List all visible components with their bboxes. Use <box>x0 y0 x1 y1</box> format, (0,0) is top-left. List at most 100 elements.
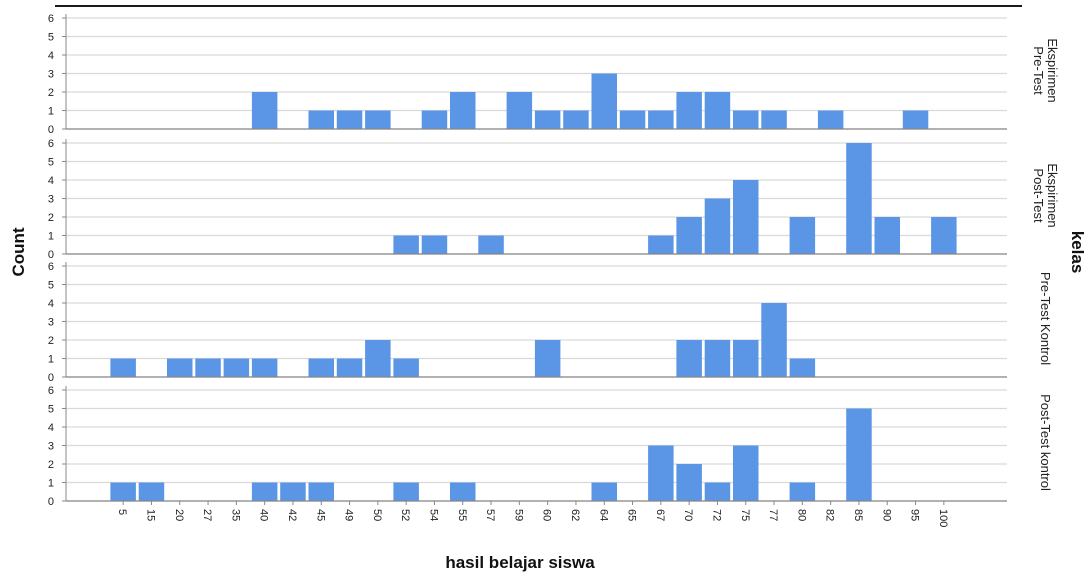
x-axis-ticks: 5 15 20 27 35 40 42 45 49 50 52 54 55 57 59 60 62 64 65 67 7… <box>116 501 949 527</box>
y-tick-label: 2 <box>48 459 54 471</box>
facet-title: kelas <box>1068 231 1087 274</box>
y-tick-label: 2 <box>48 212 54 224</box>
bar <box>534 110 561 129</box>
bar <box>676 217 702 254</box>
bar <box>789 217 816 254</box>
x-tick-label: 5 <box>116 509 128 515</box>
facet-label: Post-Test kontrol <box>1038 394 1053 491</box>
x-axis-title: hasil belajar siswa <box>445 553 595 572</box>
bar <box>365 110 391 129</box>
bar <box>138 482 165 501</box>
y-tick-label: 2 <box>48 87 54 99</box>
bar <box>421 110 448 129</box>
y-tick-label: 3 <box>48 194 54 206</box>
bar <box>931 217 957 254</box>
panel-1: 0 1 2 3 4 5 6 Pre-Test Ekspirimen <box>48 13 1060 136</box>
bar <box>308 482 334 501</box>
y-tick-label: 2 <box>48 335 54 347</box>
bar <box>336 110 363 129</box>
bar <box>167 358 193 377</box>
y-tick-label: 3 <box>48 317 54 329</box>
bar <box>478 235 504 254</box>
bar <box>195 358 221 377</box>
facet-label: Ekspirimen <box>1045 38 1060 102</box>
x-tick-label: 75 <box>739 509 751 521</box>
x-tick-label: 62 <box>569 509 581 521</box>
facet-label: Ekspirimen <box>1045 163 1060 227</box>
panel-3: 0 1 2 3 4 5 6 Pre-Test Kontrol <box>48 261 1053 384</box>
bar <box>591 482 617 501</box>
bar <box>506 92 533 129</box>
bar <box>789 482 816 501</box>
y-tick-label: 3 <box>48 441 54 453</box>
facet-label: Post-Test <box>1031 168 1046 223</box>
bar <box>846 408 872 501</box>
x-tick-label: 49 <box>343 509 355 521</box>
x-tick-label: 35 <box>229 509 241 521</box>
bar <box>874 217 900 254</box>
bar <box>534 340 561 377</box>
bar <box>450 92 476 129</box>
y-axis-title: Count <box>9 227 28 276</box>
y-tick-label: 5 <box>48 280 54 292</box>
bar <box>676 92 702 129</box>
bar <box>393 482 419 501</box>
y-tick-label: 6 <box>48 138 54 150</box>
y-tick-label: 4 <box>48 298 54 310</box>
y-tick-label: 0 <box>48 249 54 261</box>
y-tick-label: 6 <box>48 261 54 273</box>
x-tick-label: 42 <box>286 509 298 521</box>
bar <box>733 340 759 377</box>
y-tick-label: 1 <box>48 231 54 243</box>
y-tick-label: 4 <box>48 175 54 187</box>
x-tick-label: 20 <box>173 509 185 521</box>
x-tick-label: 57 <box>484 509 496 521</box>
y-tick-label: 5 <box>48 32 54 44</box>
bar <box>393 358 419 377</box>
bar <box>308 358 334 377</box>
bar <box>450 482 476 501</box>
bar <box>704 340 731 377</box>
bar <box>110 358 136 377</box>
bar <box>761 110 787 129</box>
bar <box>251 482 278 501</box>
bar <box>846 143 872 254</box>
x-tick-label: 70 <box>682 509 694 521</box>
x-tick-label: 77 <box>767 509 779 521</box>
bar <box>336 358 363 377</box>
bar <box>365 340 391 377</box>
bar <box>704 482 731 501</box>
bar <box>676 464 702 501</box>
y-tick-label: 0 <box>48 496 54 508</box>
bar <box>676 340 702 377</box>
bar <box>619 110 646 129</box>
y-tick-label: 1 <box>48 478 54 490</box>
y-tick-label: 6 <box>48 13 54 25</box>
bar <box>251 92 278 129</box>
bar <box>308 110 334 129</box>
x-tick-label: 60 <box>541 509 553 521</box>
bar <box>704 92 731 129</box>
y-tick-label: 0 <box>48 124 54 136</box>
y-tick-label: 6 <box>48 385 54 397</box>
facet-label: Pre-Test <box>1031 46 1046 95</box>
y-tick-label: 5 <box>48 404 54 416</box>
bar <box>648 445 674 501</box>
x-tick-label: 52 <box>399 509 411 521</box>
bar <box>393 235 419 254</box>
x-tick-label: 27 <box>201 509 213 521</box>
bar <box>761 303 787 377</box>
x-tick-label: 90 <box>880 509 892 521</box>
bar <box>789 358 816 377</box>
x-tick-label: 45 <box>314 509 326 521</box>
x-tick-label: 64 <box>597 509 609 521</box>
panel-2: 0 1 2 3 4 5 6 Post-Test Ekspirimen <box>48 138 1060 261</box>
y-tick-label: 3 <box>48 69 54 81</box>
bar <box>902 110 929 129</box>
x-tick-label: 55 <box>456 509 468 521</box>
bar <box>733 110 759 129</box>
bar <box>648 110 674 129</box>
x-tick-label: 50 <box>371 509 383 521</box>
y-tick-label: 1 <box>48 106 54 118</box>
